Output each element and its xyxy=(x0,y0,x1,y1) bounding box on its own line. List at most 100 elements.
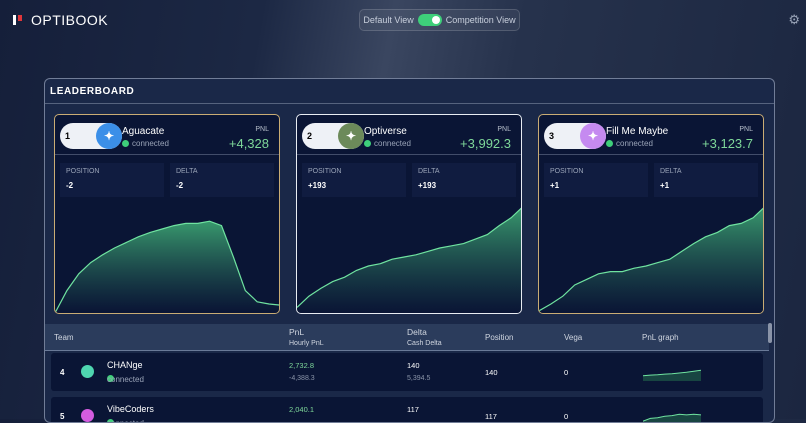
position-value: 117 xyxy=(485,412,497,421)
top-team-card[interactable]: 3 ✦ Fill Me Maybe connected PNL +3,123.7… xyxy=(538,114,764,314)
cash-delta-value: 5,394.5 xyxy=(407,375,431,382)
app-title: OPTIBOOK xyxy=(31,12,109,28)
pnl-line xyxy=(297,207,521,308)
connection-status: connected xyxy=(606,139,653,148)
delta-label: DELTA xyxy=(660,168,682,175)
scrollbar[interactable] xyxy=(768,323,772,343)
leaderboard-panel: LEADERBOARD 1 ✦ Aguacate connected PNL +… xyxy=(44,78,775,423)
delta-stat: DELTA +193 xyxy=(412,163,516,197)
team-name: Fill Me Maybe xyxy=(606,126,669,137)
pnl-value: +3,123.7 xyxy=(702,136,753,151)
pnl-chart xyxy=(55,220,279,313)
delta-value: 140 xyxy=(407,361,420,370)
pnl-line xyxy=(55,220,279,313)
position-stat: POSITION +1 xyxy=(544,163,648,197)
view-toggle[interactable]: Default View Competition View xyxy=(359,9,520,31)
status-text: connected xyxy=(107,419,144,422)
delta-label: DELTA xyxy=(176,168,198,175)
leaderboard-title: LEADERBOARD xyxy=(45,79,774,104)
top-team-card[interactable]: 2 ✦ Optiverse connected PNL +3,992.3 POS… xyxy=(296,114,522,314)
pnl-line xyxy=(643,413,701,422)
delta-value: +193 xyxy=(418,181,437,190)
pnl-area xyxy=(297,208,521,313)
team-name: Optiverse xyxy=(364,126,407,137)
target-icon: ✦ xyxy=(96,123,122,149)
position-label: POSITION xyxy=(66,168,100,175)
pnl-label: PNL xyxy=(739,126,753,133)
status-dot-icon xyxy=(122,140,129,147)
pnl-value: 2,732.8 xyxy=(289,361,315,370)
view-switch[interactable] xyxy=(417,14,442,26)
status-text: connected xyxy=(132,139,169,148)
pnl-sparkline xyxy=(643,413,701,422)
vega-value: 0 xyxy=(564,412,569,421)
app-logo: OPTIBOOK xyxy=(13,12,108,28)
col-delta[interactable]: Delta xyxy=(407,327,427,337)
pnl-label: PNL xyxy=(497,126,511,133)
col-cash-delta[interactable]: Cash Delta xyxy=(407,340,442,347)
table-row[interactable]: 5 VibeCoders connected 2,040.1 117 117 0 xyxy=(51,397,763,422)
optibook-logo-icon xyxy=(13,15,23,25)
rank: 4 xyxy=(60,368,65,377)
pnl-value: +4,328 xyxy=(228,136,269,151)
vega-value: 0 xyxy=(564,368,569,377)
team-name: CHANge xyxy=(107,360,143,370)
col-hourly-pnl[interactable]: Hourly PnL xyxy=(289,340,324,347)
connection-status: connected xyxy=(122,139,169,148)
rank: 2 xyxy=(307,131,313,141)
hourly-pnl-value: -4,388.3 xyxy=(289,375,315,382)
top-team-card[interactable]: 1 ✦ Aguacate connected PNL +4,328 POSITI… xyxy=(54,114,280,314)
col-pnl-graph: PnL graph xyxy=(642,333,679,342)
delta-label: DELTA xyxy=(418,168,440,175)
pnl-area xyxy=(55,221,279,313)
pnl-area xyxy=(539,208,763,313)
team-name: VibeCoders xyxy=(107,404,154,414)
team-name: Aguacate xyxy=(122,126,165,137)
status-text: connected xyxy=(107,375,144,384)
competition-view-label: Competition View xyxy=(445,15,516,25)
delta-value: +1 xyxy=(660,181,670,190)
position-value: -2 xyxy=(66,181,74,190)
rank: 1 xyxy=(65,131,71,141)
position-label: POSITION xyxy=(308,168,342,175)
status-dot-icon xyxy=(606,140,613,147)
position-value: +193 xyxy=(308,181,327,190)
card-header: 3 ✦ Fill Me Maybe connected PNL +3,123.7 xyxy=(539,115,763,155)
delta-value: -2 xyxy=(176,181,184,190)
delta-stat: DELTA +1 xyxy=(654,163,758,197)
pnl-label: PNL xyxy=(255,126,269,133)
col-vega[interactable]: Vega xyxy=(564,333,583,342)
card-header: 1 ✦ Aguacate connected PNL +4,328 xyxy=(55,115,279,155)
table-row[interactable]: 4 CHANge connected 2,732.8 -4,388.3 140 … xyxy=(51,353,763,391)
position-stat: POSITION +193 xyxy=(302,163,406,197)
sparkle-icon: ✦ xyxy=(580,123,606,149)
status-text: connected xyxy=(374,139,411,148)
rank-pill: 1 ✦ xyxy=(60,123,122,149)
delta-value: 117 xyxy=(407,405,419,414)
status-dot-icon xyxy=(364,140,371,147)
default-view-label: Default View xyxy=(363,15,414,25)
card-header: 2 ✦ Optiverse connected PNL +3,992.3 xyxy=(297,115,521,155)
rank: 3 xyxy=(549,131,555,141)
col-pnl[interactable]: PnL xyxy=(289,327,305,337)
optiverse-logo-icon: ✦ xyxy=(338,123,364,149)
table-header: Team PnL Hourly PnL Delta Cash Delta Pos… xyxy=(45,324,769,351)
settings-gear-icon[interactable]: ⚙ xyxy=(788,12,800,27)
delta-stat: DELTA -2 xyxy=(170,163,274,197)
col-position[interactable]: Position xyxy=(485,333,514,342)
grid-icon xyxy=(81,365,94,378)
connection-status: connected xyxy=(364,139,411,148)
position-value: +1 xyxy=(550,181,560,190)
pnl-line xyxy=(539,207,763,312)
pnl-chart xyxy=(539,207,763,313)
pnl-chart xyxy=(297,207,521,313)
pnl-area xyxy=(643,370,701,381)
pnl-value: 2,040.1 xyxy=(289,405,315,414)
position-stat: POSITION -2 xyxy=(60,163,164,197)
rank-pill: 3 ✦ xyxy=(544,123,606,149)
status-text: connected xyxy=(616,139,653,148)
rank: 5 xyxy=(60,412,65,421)
pnl-value: +3,992.3 xyxy=(460,136,511,151)
col-team[interactable]: Team xyxy=(54,333,74,342)
position-label: POSITION xyxy=(550,168,584,175)
